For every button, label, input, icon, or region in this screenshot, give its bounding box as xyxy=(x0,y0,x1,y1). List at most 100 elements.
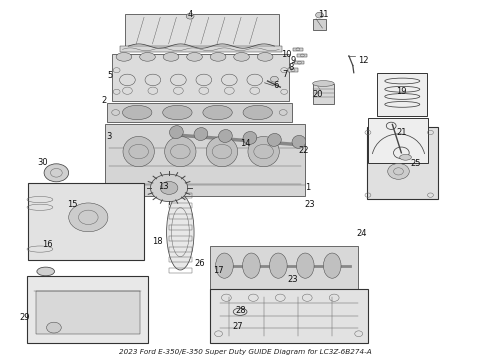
Text: 2023 Ford E-350/E-350 Super Duty GUIDE Diagram for LC3Z-6B274-A: 2023 Ford E-350/E-350 Super Duty GUIDE D… xyxy=(119,349,371,355)
Bar xyxy=(169,268,192,273)
Bar xyxy=(313,84,334,104)
Text: 21: 21 xyxy=(396,128,407,137)
Ellipse shape xyxy=(313,81,334,86)
Circle shape xyxy=(69,203,108,232)
Ellipse shape xyxy=(296,253,314,278)
Circle shape xyxy=(316,12,323,18)
Ellipse shape xyxy=(243,105,272,120)
Circle shape xyxy=(150,174,188,202)
Text: 23: 23 xyxy=(288,274,298,284)
Ellipse shape xyxy=(194,127,208,140)
Bar xyxy=(245,291,261,304)
Ellipse shape xyxy=(243,253,260,278)
Circle shape xyxy=(270,76,278,82)
Bar xyxy=(169,214,192,219)
Bar xyxy=(169,236,192,241)
Text: 4: 4 xyxy=(188,10,193,19)
Ellipse shape xyxy=(210,53,226,61)
Text: 1: 1 xyxy=(305,184,310,192)
Ellipse shape xyxy=(270,253,287,278)
Bar xyxy=(107,103,292,122)
Text: 26: 26 xyxy=(195,259,205,268)
Text: 15: 15 xyxy=(67,200,78,209)
Ellipse shape xyxy=(243,131,257,144)
Bar xyxy=(293,48,303,51)
Bar xyxy=(169,193,192,198)
Bar xyxy=(27,276,148,343)
Bar xyxy=(297,54,307,57)
Circle shape xyxy=(47,322,61,333)
Bar xyxy=(210,289,368,343)
Ellipse shape xyxy=(140,53,155,61)
Ellipse shape xyxy=(234,53,249,61)
Bar xyxy=(367,127,438,199)
Text: 16: 16 xyxy=(42,240,53,248)
Text: 24: 24 xyxy=(357,229,367,238)
Bar xyxy=(313,19,326,30)
Text: 22: 22 xyxy=(298,146,308,155)
Ellipse shape xyxy=(203,105,232,120)
Text: 2: 2 xyxy=(101,96,107,105)
Text: 19: 19 xyxy=(396,87,407,96)
Bar xyxy=(169,257,192,262)
Ellipse shape xyxy=(163,105,192,120)
Ellipse shape xyxy=(292,135,306,148)
Text: 10: 10 xyxy=(282,50,292,59)
Text: 8: 8 xyxy=(289,63,294,72)
Bar xyxy=(288,68,298,72)
Bar xyxy=(36,291,140,334)
Ellipse shape xyxy=(268,134,281,147)
Polygon shape xyxy=(125,14,279,47)
Ellipse shape xyxy=(163,53,179,61)
Bar xyxy=(326,291,342,304)
Text: 30: 30 xyxy=(37,158,48,167)
Text: 20: 20 xyxy=(312,90,323,99)
Bar xyxy=(219,291,234,304)
Bar xyxy=(169,225,192,230)
Bar xyxy=(299,291,315,304)
Text: 29: 29 xyxy=(20,313,30,322)
Text: 14: 14 xyxy=(240,139,250,148)
Ellipse shape xyxy=(219,130,232,143)
Ellipse shape xyxy=(323,253,341,278)
Ellipse shape xyxy=(216,253,233,278)
Bar xyxy=(210,246,358,290)
Bar xyxy=(169,203,192,208)
Text: 18: 18 xyxy=(152,238,163,246)
Circle shape xyxy=(186,13,194,19)
Bar xyxy=(105,124,305,196)
Text: 27: 27 xyxy=(232,323,243,331)
Text: 28: 28 xyxy=(235,306,246,315)
Circle shape xyxy=(160,181,178,194)
Text: 7: 7 xyxy=(283,70,288,79)
Ellipse shape xyxy=(37,267,54,276)
Bar xyxy=(112,54,289,101)
Bar xyxy=(28,183,144,260)
Text: 9: 9 xyxy=(291,57,296,66)
Bar xyxy=(169,247,192,252)
Text: 13: 13 xyxy=(158,182,169,191)
Bar xyxy=(377,73,427,116)
Ellipse shape xyxy=(116,53,132,61)
Text: 12: 12 xyxy=(358,57,368,66)
Bar xyxy=(120,46,282,52)
Text: 11: 11 xyxy=(318,10,329,19)
Ellipse shape xyxy=(187,53,202,61)
Ellipse shape xyxy=(400,154,412,160)
Text: 17: 17 xyxy=(213,266,223,275)
Circle shape xyxy=(44,164,69,182)
Ellipse shape xyxy=(170,126,183,139)
Text: 25: 25 xyxy=(410,159,421,168)
Ellipse shape xyxy=(123,136,154,167)
Bar xyxy=(368,118,428,163)
Bar xyxy=(294,61,304,64)
Ellipse shape xyxy=(206,136,238,167)
Ellipse shape xyxy=(257,53,273,61)
Text: 5: 5 xyxy=(107,71,113,80)
Text: 3: 3 xyxy=(106,132,112,141)
Ellipse shape xyxy=(248,136,279,167)
Circle shape xyxy=(388,163,409,179)
Bar xyxy=(272,291,288,304)
Ellipse shape xyxy=(165,136,196,167)
Ellipse shape xyxy=(167,194,194,270)
